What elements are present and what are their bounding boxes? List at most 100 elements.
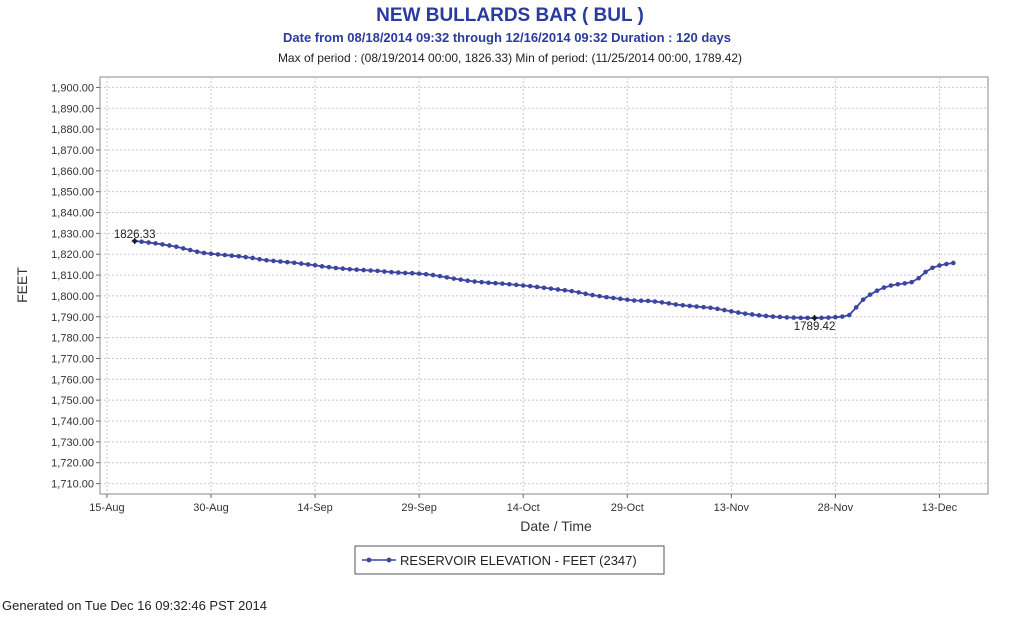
y-tick-label: 1,720.00 [51,458,94,470]
data-point [680,303,686,308]
data-point [271,258,276,264]
data-point [520,283,526,288]
y-tick-label: 1,820.00 [51,249,94,261]
data-point [881,285,887,290]
y-tick-label: 1,760.00 [51,374,94,386]
data-point [534,284,540,290]
y-tick-label: 1,730.00 [51,437,94,449]
x-tick-label: 14-Oct [507,502,540,514]
data-point [437,273,443,279]
data-point [409,270,415,276]
data-point [638,298,644,304]
data-point [777,314,783,320]
x-tick-label: 29-Sep [401,502,436,514]
data-point [291,260,297,266]
data-point [139,239,144,245]
legend-marker [386,557,392,563]
data-point [916,275,921,281]
y-tick-label: 1,750.00 [51,395,94,407]
data-point [278,259,283,264]
data-point [416,271,422,276]
data-point [798,315,803,321]
data-point [340,266,346,271]
generated-timestamp: Generated on Tue Dec 16 09:32:46 PST 201… [2,598,268,613]
data-point [486,280,491,286]
data-point [194,249,200,255]
data-point [694,304,699,309]
data-point [819,315,824,321]
annotations: 1826.33 1789.42 [114,229,835,333]
data-point [507,281,512,287]
data-point [562,288,568,293]
data-point [333,265,339,271]
x-axis-label: Date / Time [520,518,592,534]
chart-subtitle: Date from 08/18/2014 09:32 through 12/16… [283,30,731,45]
y-tick-label: 1,840.00 [51,208,94,220]
x-tick-label: 13-Nov [714,502,750,514]
x-tick-label: 15-Aug [89,502,124,514]
data-point [590,292,595,298]
y-tick-label: 1,800.00 [51,291,94,303]
data-point [951,260,956,266]
y-axis: 1,710.00 1,720.00 1,730.00 1,740.00 1,750.00… [51,82,100,491]
data-point [944,261,949,267]
data-point [180,246,186,251]
y-tick-label: 1,790.00 [51,312,94,324]
data-point [846,312,852,318]
y-tick-label: 1,780.00 [51,333,94,345]
data-point [347,266,353,272]
data-point [167,243,172,248]
data-point [555,287,561,292]
x-tick-label: 29-Oct [611,502,644,514]
data-point [874,288,880,294]
data-point [361,267,366,273]
chart-title: NEW BULLARDS BAR ( BUL ) [376,5,644,26]
data-point [631,298,637,303]
data-point [257,256,262,262]
y-tick-label: 1,810.00 [51,270,94,282]
x-tick-label: 13-Dec [922,502,958,514]
data-point [451,276,457,281]
y-tick-label: 1,830.00 [51,228,94,240]
data-point [645,298,651,304]
data-point [298,261,304,266]
data-point [784,315,790,320]
data-point [375,268,380,274]
data-point [867,292,873,297]
data-point [715,306,720,312]
data-point [174,244,179,250]
data-point [396,270,401,275]
data-point [604,294,609,300]
data-point [833,314,838,320]
data-point [236,254,242,259]
data-point [548,286,554,291]
chart: NEW BULLARDS BAR ( BUL ) Date from 08/18… [14,5,989,575]
data-point [888,283,894,288]
data-point [305,262,311,267]
data-point [722,307,727,313]
data-point [368,268,373,273]
data-point [763,313,769,319]
data-point [513,282,519,288]
data-point [264,257,269,263]
x-tick-label: 28-Nov [818,502,854,514]
y-tick-label: 1,880.00 [51,124,94,136]
data-point [201,250,207,256]
y-tick-label: 1,900.00 [51,82,94,94]
x-tick-label: 30-Aug [193,502,228,514]
data-point [576,290,581,295]
data-point [673,302,679,307]
data-point [153,241,158,246]
data-point [444,275,450,280]
data-point [326,264,332,270]
data-point [208,251,214,257]
data-point [319,264,325,269]
data-point [312,262,318,268]
data-point [853,305,859,310]
data-point [666,301,672,306]
data-point [826,315,831,320]
data-point [735,310,741,315]
legend-marker [366,557,372,563]
data-point [215,252,221,257]
y-tick-label: 1,710.00 [51,479,94,491]
